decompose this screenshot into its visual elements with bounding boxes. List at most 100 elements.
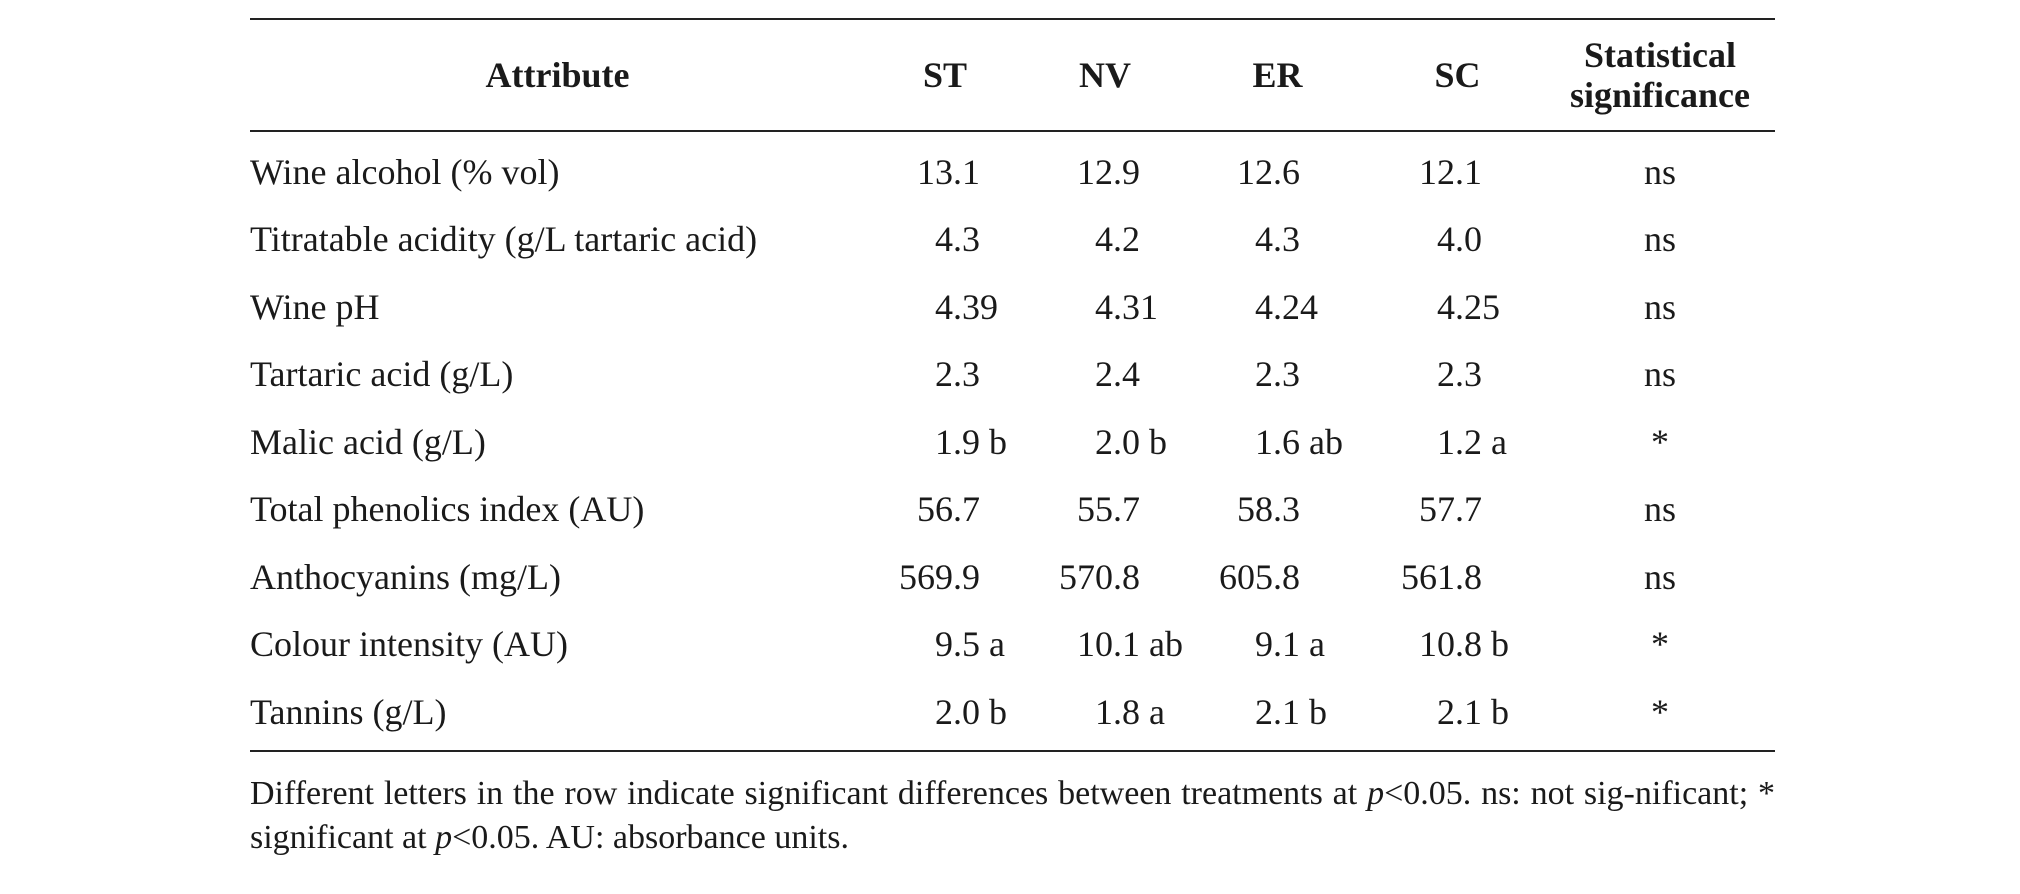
cell-sc: 2.3 <box>1370 341 1545 409</box>
table-row: Total phenolics index (AU) 56.7 55.7 58.3 57… <box>250 476 1775 544</box>
table-row: Titratable acidity (g/L tartaric acid) 4.… <box>250 206 1775 274</box>
cell-er: 12.6 <box>1185 131 1370 206</box>
cell-st: 4.39 <box>865 273 1025 341</box>
cell-sc-value: 10.8 b <box>1419 624 1509 665</box>
cell-attribute: Tannins (g/L) <box>250 691 447 732</box>
cell-sc: 10.8 b <box>1370 611 1545 679</box>
cell-st-value: 2.3 <box>935 354 980 395</box>
cell-nv-value: 12.9 <box>1077 151 1140 192</box>
cell-st: 1.9 b <box>865 408 1025 476</box>
cell-nv: 10.1 ab <box>1025 611 1185 679</box>
cell-er-value: 58.3 <box>1237 489 1300 530</box>
cell-sc: 4.25 <box>1370 273 1545 341</box>
header-attribute: Attribute <box>485 55 630 95</box>
cell-significance: ns <box>1643 354 1676 395</box>
cell-er-value: 12.6 <box>1237 151 1300 192</box>
header-significance-line1: Statistical <box>1584 35 1736 75</box>
cell-er: 4.24 <box>1185 273 1370 341</box>
cell-significance: ns <box>1643 556 1676 597</box>
cell-er-value: 2.3 <box>1255 354 1300 395</box>
cell-st: 569.9 <box>865 543 1025 611</box>
cell-nv-value: 55.7 <box>1077 489 1140 530</box>
cell-sc-value: 4.25 <box>1437 286 1500 327</box>
cell-st: 2.3 <box>865 341 1025 409</box>
cell-sc-value: 2.3 <box>1437 354 1482 395</box>
cell-attribute: Total phenolics index (AU) <box>250 489 645 530</box>
cell-significance: * <box>1651 421 1669 462</box>
cell-nv: 4.31 <box>1025 273 1185 341</box>
cell-nv-value: 2.4 <box>1095 354 1140 395</box>
cell-nv: 12.9 <box>1025 131 1185 206</box>
cell-er-value: 2.1 b <box>1255 691 1327 732</box>
header-sc: SC <box>1434 55 1481 95</box>
cell-nv: 4.2 <box>1025 206 1185 274</box>
cell-st-value: 1.9 b <box>935 421 1007 462</box>
cell-significance: * <box>1651 691 1669 732</box>
cell-sc: 12.1 <box>1370 131 1545 206</box>
footnote-part3: <0.05. AU: absorbance units. <box>452 818 849 856</box>
cell-st: 4.3 <box>865 206 1025 274</box>
cell-sc: 561.8 <box>1370 543 1545 611</box>
cell-sc-value: 4.0 <box>1437 219 1482 260</box>
footnote-part2: <0.05. ns: not sig-nificant; * significa… <box>250 774 1775 856</box>
cell-st-value: 2.0 b <box>935 691 1007 732</box>
cell-st: 9.5 a <box>865 611 1025 679</box>
header-significance-line2: significance <box>1570 75 1750 115</box>
cell-er: 4.3 <box>1185 206 1370 274</box>
cell-er: 1.6 ab <box>1185 408 1370 476</box>
table-row: Colour intensity (AU) 9.5 a 10.1 ab 9.1 a 10… <box>250 611 1775 679</box>
cell-sc-value: 1.2 a <box>1437 421 1507 462</box>
cell-nv: 2.0 b <box>1025 408 1185 476</box>
footnote-part1: Different letters in the row indicate si… <box>250 774 1368 812</box>
cell-nv-value: 4.2 <box>1095 219 1140 260</box>
header-nv: NV <box>1079 55 1131 95</box>
cell-sc: 57.7 <box>1370 476 1545 544</box>
top-rule <box>250 18 1775 20</box>
cell-nv: 2.4 <box>1025 341 1185 409</box>
cell-significance: ns <box>1643 286 1676 327</box>
cell-attribute: Wine alcohol (% vol) <box>250 151 560 192</box>
cell-er-value: 1.6 ab <box>1255 421 1343 462</box>
cell-sc: 2.1 b <box>1370 678 1545 751</box>
cell-attribute: Tartaric acid (g/L) <box>250 354 514 395</box>
cell-attribute: Malic acid (g/L) <box>250 421 486 462</box>
cell-st-value: 9.5 a <box>935 624 1005 665</box>
footnote: Different letters in the row indicate si… <box>250 772 1775 860</box>
table-row: Malic acid (g/L) 1.9 b 2.0 b 1.6 ab 1.2 a * <box>250 408 1775 476</box>
table-row: Wine pH 4.39 4.31 4.24 4.25 ns <box>250 273 1775 341</box>
cell-er-value: 4.3 <box>1255 219 1300 260</box>
cell-er: 2.3 <box>1185 341 1370 409</box>
cell-nv-value: 570.8 <box>1059 556 1140 597</box>
cell-st-value: 56.7 <box>917 489 980 530</box>
cell-significance: ns <box>1643 219 1676 260</box>
header-st: ST <box>922 55 968 95</box>
cell-nv: 570.8 <box>1025 543 1185 611</box>
cell-nv: 1.8 a <box>1025 678 1185 751</box>
results-table: Attribute ST NV ER SC Statistical signif… <box>250 20 1775 752</box>
table-row: Tannins (g/L) 2.0 b 1.8 a 2.1 b 2.1 b * <box>250 678 1775 751</box>
cell-attribute: Wine pH <box>250 286 380 327</box>
cell-er-value: 9.1 a <box>1255 624 1325 665</box>
cell-st-value: 569.9 <box>899 556 980 597</box>
table-row: Wine alcohol (% vol) 13.1 12.9 12.6 12.1 ns <box>250 131 1775 206</box>
cell-nv-value: 4.31 <box>1095 286 1158 327</box>
cell-er-value: 605.8 <box>1219 556 1300 597</box>
cell-nv-value: 2.0 b <box>1095 421 1167 462</box>
cell-sc: 4.0 <box>1370 206 1545 274</box>
header-er: ER <box>1252 55 1303 95</box>
cell-st-value: 13.1 <box>917 151 980 192</box>
cell-attribute: Titratable acidity (g/L tartaric acid) <box>250 219 758 260</box>
cell-er: 58.3 <box>1185 476 1370 544</box>
cell-significance: ns <box>1643 489 1676 530</box>
cell-st-value: 4.3 <box>935 219 980 260</box>
cell-st: 2.0 b <box>865 678 1025 751</box>
table-container: Attribute ST NV ER SC Statistical signif… <box>250 18 1775 894</box>
footnote-p-italic-2: p <box>435 818 453 856</box>
cell-er: 9.1 a <box>1185 611 1370 679</box>
cell-attribute: Anthocyanins (mg/L) <box>250 556 561 597</box>
cell-sc-value: 12.1 <box>1419 151 1482 192</box>
cell-nv-value: 1.8 a <box>1095 691 1165 732</box>
table-body: Wine alcohol (% vol) 13.1 12.9 12.6 12.1 ns Ti… <box>250 131 1775 751</box>
cell-st-value: 4.39 <box>935 286 998 327</box>
header-significance: Statistical significance <box>1545 20 1775 131</box>
